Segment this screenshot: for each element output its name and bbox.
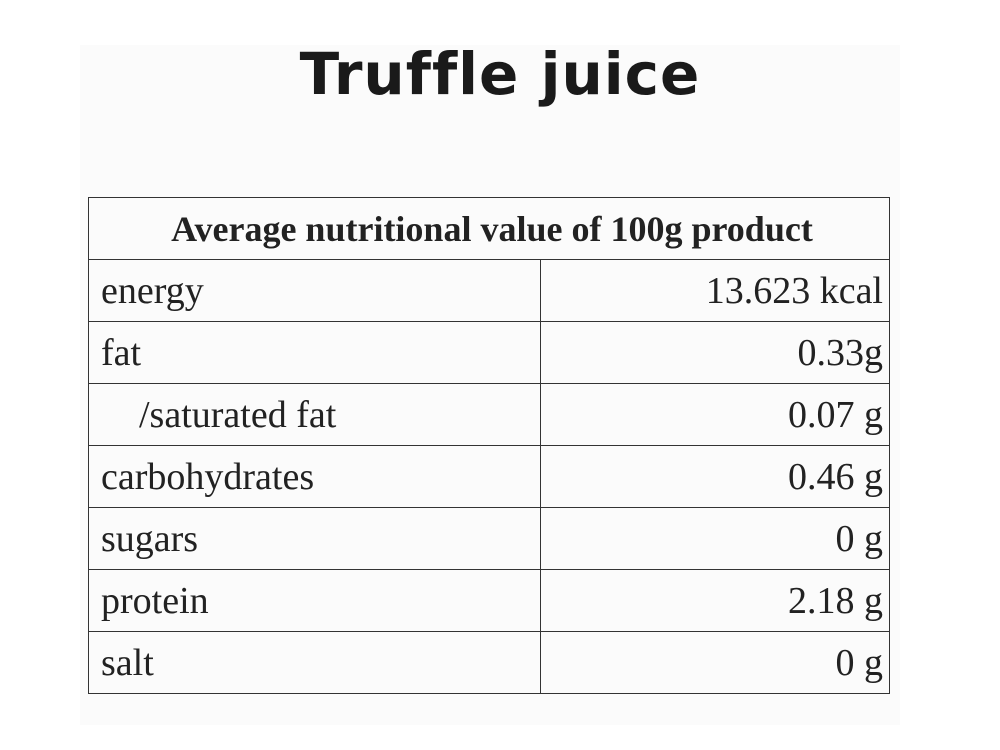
nutrient-name: salt: [87, 631, 542, 694]
table-row: sugars 0 g: [87, 507, 890, 570]
nutrient-name: energy: [87, 259, 542, 322]
title: Truffle juice: [299, 40, 701, 108]
nutrient-name: protein: [87, 569, 542, 632]
table-row: fat 0.33g: [87, 321, 890, 384]
table-row: protein 2.18 g: [87, 569, 890, 632]
nutrient-name: sugars: [87, 507, 542, 570]
nutrient-value: 13.623 kcal: [540, 259, 890, 322]
table-row: /saturated fat 0.07 g: [87, 383, 890, 446]
nutrient-value: 0.33g: [540, 321, 890, 384]
nutrition-table: Average nutritional value of 100g produc…: [87, 197, 890, 694]
nutrient-name: carbohydrates: [87, 445, 542, 508]
nutrient-value: 0 g: [540, 631, 890, 694]
table-row: salt 0 g: [87, 631, 890, 694]
table-row: carbohydrates 0.46 g: [87, 445, 890, 508]
nutrient-value: 0.07 g: [540, 383, 890, 446]
nutrient-name: /saturated fat: [87, 383, 542, 446]
nutrient-value: 2.18 g: [540, 569, 890, 632]
nutrient-name: fat: [87, 321, 542, 384]
table-caption: Average nutritional value of 100g produc…: [88, 197, 890, 260]
table-row: energy 13.623 kcal: [87, 259, 890, 322]
nutrient-value: 0 g: [540, 507, 890, 570]
nutrient-value: 0.46 g: [540, 445, 890, 508]
